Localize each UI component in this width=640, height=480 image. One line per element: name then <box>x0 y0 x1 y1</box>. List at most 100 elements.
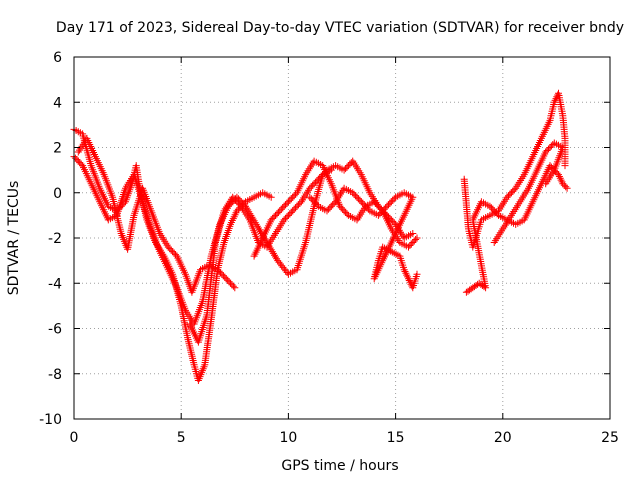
y-axis-label: SDTVAR / TECUs <box>6 181 22 296</box>
data-point-3 <box>280 216 288 224</box>
data-point-7 <box>557 176 565 184</box>
y-tick-label: -10 <box>39 412 62 428</box>
data-point-1 <box>251 219 259 227</box>
data-point-5 <box>323 207 331 215</box>
data-point-7 <box>490 207 498 215</box>
data-point-1 <box>272 253 279 261</box>
data-point-5 <box>363 204 371 212</box>
data-point-5 <box>374 211 382 219</box>
axes: 0 5 10 15 20 25 -10 -8 -6 -4 -2 0 2 4 6 <box>39 50 619 446</box>
data-point-4 <box>374 202 382 210</box>
data-point-5 <box>350 190 358 198</box>
data-point-4 <box>290 192 298 200</box>
data-point-7 <box>489 205 497 213</box>
data-point-1 <box>76 159 84 167</box>
data-point-7 <box>559 180 567 188</box>
x-tick-label: 15 <box>387 430 405 446</box>
data-point-8 <box>543 147 551 154</box>
data-point-4 <box>292 190 299 198</box>
data-point-3 <box>294 201 302 209</box>
data-point-5 <box>357 198 365 206</box>
data-point-3 <box>232 196 239 204</box>
data-point-5 <box>382 204 390 212</box>
data-point-1 <box>283 269 291 276</box>
data-point-3 <box>284 211 292 219</box>
chart-title: Day 171 of 2023, Sidereal Day-to-day VTE… <box>56 20 624 36</box>
data-points <box>70 89 571 384</box>
data-point-3 <box>286 210 294 218</box>
data-point-4 <box>343 210 351 218</box>
y-tick-label: -6 <box>48 322 62 338</box>
data-point-5 <box>329 201 337 209</box>
data-point-5 <box>404 273 412 281</box>
data-point-5 <box>401 268 409 275</box>
data-point-8 <box>547 142 555 150</box>
data-point-5 <box>403 271 411 279</box>
data-point-5 <box>405 275 412 283</box>
data-point-4 <box>407 240 415 248</box>
data-point-6 <box>509 187 517 195</box>
data-point-5 <box>354 195 362 203</box>
data-point-2 <box>164 243 172 251</box>
data-point-1 <box>268 248 276 256</box>
data-point-3 <box>409 230 417 237</box>
data-point-5 <box>313 201 321 209</box>
data-point-5 <box>353 193 361 201</box>
y-tick-label: -4 <box>48 276 62 292</box>
data-point-6 <box>552 95 560 103</box>
data-point-5 <box>310 198 318 206</box>
data-point-5 <box>387 198 395 206</box>
data-point-7 <box>562 183 570 191</box>
data-point-1 <box>269 249 277 257</box>
data-point-4 <box>406 242 414 249</box>
data-point-4 <box>280 202 288 210</box>
y-tick-label: 6 <box>53 50 62 66</box>
y-tick-label: -2 <box>48 231 62 247</box>
y-tick-label: 4 <box>53 95 62 111</box>
data-point-1 <box>271 251 278 259</box>
data-point-5 <box>413 270 421 278</box>
x-tick-label: 5 <box>177 430 186 446</box>
data-point-5 <box>379 207 387 215</box>
data-point-8 <box>545 145 552 153</box>
data-point-1 <box>71 154 79 162</box>
data-point-7 <box>563 184 571 192</box>
data-point-5 <box>377 208 385 216</box>
data-point-2 <box>231 284 239 292</box>
x-axis-label: GPS time / hours <box>281 458 398 474</box>
data-point-1 <box>267 246 275 254</box>
data-point-3 <box>319 171 327 179</box>
data-point-7 <box>493 210 501 218</box>
data-point-2 <box>221 273 229 281</box>
data-point-5 <box>306 193 314 201</box>
data-point-3 <box>290 205 298 213</box>
data-point-2 <box>218 270 226 278</box>
data-point-3 <box>343 163 351 171</box>
data-point-4 <box>412 236 420 243</box>
data-point-3 <box>306 184 314 192</box>
data-point-3 <box>310 180 318 188</box>
data-point-2 <box>217 269 224 277</box>
data-point-3 <box>316 174 324 182</box>
data-point-7 <box>555 173 563 180</box>
x-tick-label: 20 <box>494 430 512 446</box>
data-point-4 <box>339 205 347 213</box>
data-point-3 <box>233 198 241 206</box>
data-point-5 <box>389 196 397 204</box>
data-point-5 <box>359 199 367 207</box>
data-point-4 <box>286 196 294 204</box>
data-point-7 <box>486 202 494 210</box>
data-point-7 <box>556 174 564 182</box>
data-point-2 <box>167 246 175 254</box>
data-point-2 <box>169 248 177 256</box>
data-point-2 <box>227 279 234 287</box>
data-point-4 <box>373 201 381 209</box>
data-point-5 <box>402 269 410 277</box>
y-tick-label: 0 <box>53 186 62 202</box>
data-point-6 <box>505 192 512 200</box>
data-point-5 <box>309 196 317 204</box>
x-tick-label: 0 <box>70 430 79 446</box>
data-point-5 <box>349 189 357 197</box>
data-point-5 <box>324 205 332 213</box>
